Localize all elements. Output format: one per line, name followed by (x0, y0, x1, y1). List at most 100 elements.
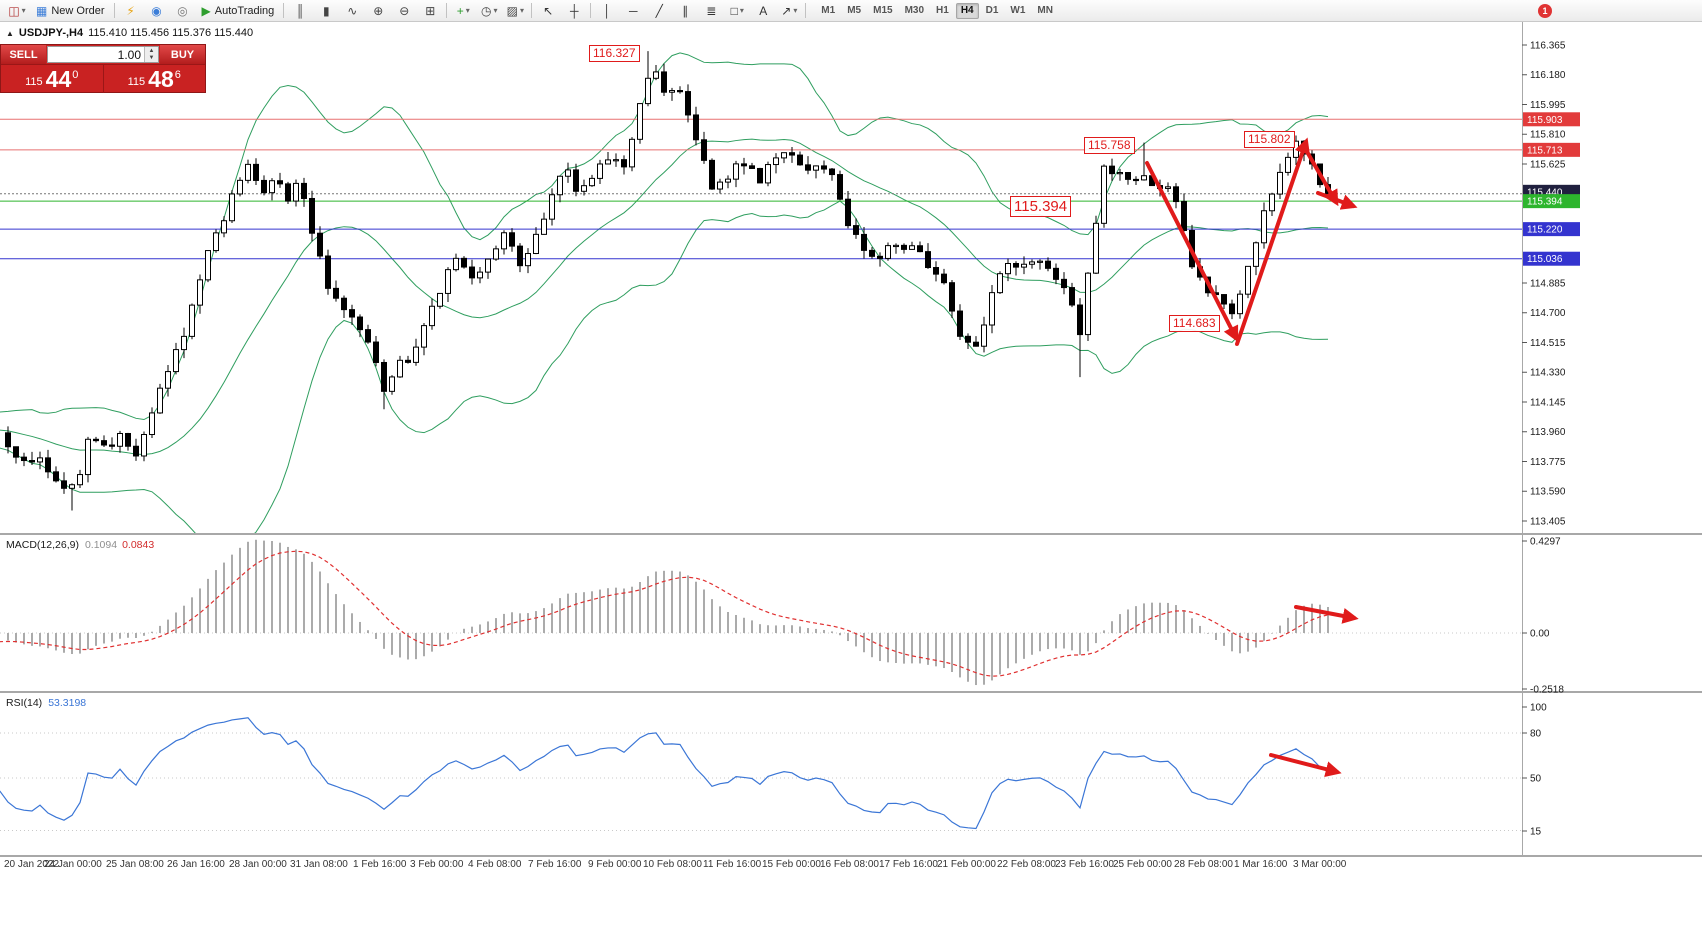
sell-price-display[interactable]: 115 44 0 (1, 65, 103, 93)
buy-button[interactable]: BUY (160, 45, 205, 64)
vertical-line-tool-icon[interactable]: │ (595, 2, 619, 20)
timeframe-mn[interactable]: MN (1037, 4, 1053, 16)
rsi-label: RSI(14) 53.3198 (6, 697, 86, 709)
time-label: 22 Feb 08:00 (997, 859, 1056, 870)
arrows-tool-icon-glyph: ↗ (781, 3, 792, 18)
timeframe-m5[interactable]: M5 (847, 4, 862, 16)
svg-text:115.713: 115.713 (1527, 145, 1563, 156)
chart-window-icon[interactable]: ◫ ▾ (5, 2, 29, 20)
periods-icon[interactable]: ◷ ▾ (477, 2, 501, 20)
community-icon[interactable]: ◉ (145, 2, 169, 20)
svg-text:115.625: 115.625 (1530, 159, 1566, 170)
price-annotation[interactable]: 115.802 (1244, 131, 1295, 148)
trendline-tool-icon[interactable]: ╱ (647, 2, 671, 20)
horizontal-line-tool-icon-glyph: ─ (629, 3, 638, 18)
spinner-up-icon[interactable]: ▲ (145, 47, 158, 55)
dropdown-caret-icon: ▾ (739, 6, 744, 15)
macd-indicator (0, 539, 1522, 686)
arrows-tool-icon[interactable]: ↗ ▾ (777, 2, 801, 20)
oneclick-toggle-icon[interactable]: ▲ (6, 28, 14, 38)
symbol-label: USDJPY-,H4 (18, 27, 84, 39)
sell-price-sup: 0 (72, 69, 79, 81)
time-label: 1 Feb 16:00 (353, 859, 407, 870)
volume-field[interactable]: 1.00 ▲ ▼ (47, 46, 159, 63)
spinner-down-icon[interactable]: ▼ (145, 54, 158, 62)
macd-name: MACD(12,26,9) (6, 539, 79, 551)
panel-separators[interactable] (0, 22, 1702, 857)
alert-icon[interactable]: ⚡ (119, 2, 143, 20)
cursor-icon[interactable]: ↖ (536, 2, 560, 20)
time-label: 20 Jan 2022 (4, 859, 60, 870)
toolbar-separator (531, 3, 533, 18)
indicators-add-icon-glyph: + (456, 3, 464, 18)
chart-title: ▲ USDJPY-,H4 115.410 115.456 115.376 115… (6, 27, 253, 39)
time-label: 28 Feb 08:00 (1174, 859, 1233, 870)
new-order-button[interactable]: ▦ New Order (31, 2, 110, 20)
macd-signal-value: 0.0843 (122, 539, 155, 551)
svg-text:113.775: 113.775 (1530, 457, 1566, 468)
time-label: 3 Feb 00:00 (410, 859, 464, 870)
svg-text:116.180: 116.180 (1530, 70, 1566, 81)
svg-text:0.4297: 0.4297 (1530, 537, 1561, 548)
volume-spinner[interactable]: ▲ ▼ (144, 47, 158, 62)
timeframe-d1[interactable]: D1 (985, 4, 999, 16)
indicators-add-icon[interactable]: + ▾ (451, 2, 475, 20)
bar-chart-type-icon[interactable]: ║ (288, 2, 312, 20)
timeframe-m15[interactable]: M15 (873, 4, 893, 16)
svg-text:113.405: 113.405 (1530, 516, 1566, 527)
one-click-trading-panel: SELL 1.00 ▲ ▼ BUY 115 44 0 115 48 6 (0, 44, 206, 93)
time-axis[interactable]: 20 Jan 2022 24 Jan 00:00 25 Jan 08:00 26 Ja… (0, 857, 1702, 875)
price-axis-labels[interactable]: 116.365 116.180 115.995 115.810 115.625 114.8… (1522, 41, 1580, 528)
svg-text:115.903: 115.903 (1527, 115, 1563, 126)
indicator-axis-labels[interactable]: 0.4297 0.00 -0.2518 100 80 50 15 (1522, 537, 1564, 838)
trend-arrows[interactable] (1145, 137, 1359, 777)
notification-badge[interactable]: 1 (1538, 4, 1552, 18)
time-label: 1 Mar 16:00 (1234, 859, 1288, 870)
tile-windows-icon[interactable]: ⊞ (418, 2, 442, 20)
svg-text:80: 80 (1530, 729, 1542, 740)
candlestick-chart-type-icon[interactable]: ▮ (314, 2, 338, 20)
crosshair-icon[interactable]: ┼ (562, 2, 586, 20)
text-tool-icon[interactable]: A (751, 2, 775, 20)
svg-text:114.700: 114.700 (1530, 308, 1566, 319)
new-order-button-glyph: ▦ (36, 3, 48, 18)
channel-tool-icon[interactable]: ∥ (673, 2, 697, 20)
templates-icon[interactable]: ▨ ▾ (503, 2, 527, 20)
candles-layer[interactable] (5, 51, 1331, 511)
timeframe-w1[interactable]: W1 (1010, 4, 1026, 16)
shapes-tool-icon-glyph: □ (730, 3, 738, 18)
shapes-tool-icon[interactable]: □ ▾ (725, 2, 749, 20)
svg-text:115.810: 115.810 (1530, 130, 1566, 141)
fibonacci-tool-icon[interactable]: ≣ (699, 2, 723, 20)
horizontal-lines[interactable] (0, 118, 1522, 260)
zoom-in-icon[interactable]: ⊕ (366, 2, 390, 20)
price-annotation[interactable]: 115.394 (1010, 196, 1072, 217)
timeframe-h1[interactable]: H1 (936, 4, 949, 16)
price-annotation[interactable]: 116.327 (589, 45, 640, 62)
autotrading-button[interactable]: ▶ AutoTrading (197, 2, 280, 20)
time-label: 11 Feb 16:00 (703, 859, 762, 870)
autotrading-button-glyph: ▶ (201, 3, 211, 18)
timeframe-m1[interactable]: M1 (821, 4, 836, 16)
time-label: 7 Feb 16:00 (528, 859, 582, 870)
news-icon[interactable]: ◎ (171, 2, 195, 20)
svg-text:100: 100 (1530, 703, 1547, 714)
time-label: 17 Feb 16:00 (879, 859, 938, 870)
time-label: 25 Jan 08:00 (106, 859, 164, 870)
line-chart-type-icon[interactable]: ∿ (340, 2, 364, 20)
time-label: 25 Feb 00:00 (1113, 859, 1172, 870)
price-annotation[interactable]: 115.758 (1084, 137, 1135, 154)
time-label: 9 Feb 00:00 (588, 859, 642, 870)
price-annotation[interactable]: 114.683 (1169, 315, 1220, 332)
svg-text:114.515: 114.515 (1530, 338, 1566, 349)
timeframe-m30[interactable]: M30 (904, 4, 925, 16)
horizontal-line-tool-icon[interactable]: ─ (621, 2, 645, 20)
vertical-line-tool-icon-glyph: │ (603, 3, 612, 18)
timeframe-h4[interactable]: H4 (955, 2, 979, 19)
svg-text:115.394: 115.394 (1527, 197, 1563, 208)
zoom-out-icon[interactable]: ⊖ (392, 2, 416, 20)
sell-button[interactable]: SELL (1, 45, 46, 64)
buy-price-display[interactable]: 115 48 6 (102, 65, 206, 93)
volume-value[interactable]: 1.00 (117, 47, 141, 62)
